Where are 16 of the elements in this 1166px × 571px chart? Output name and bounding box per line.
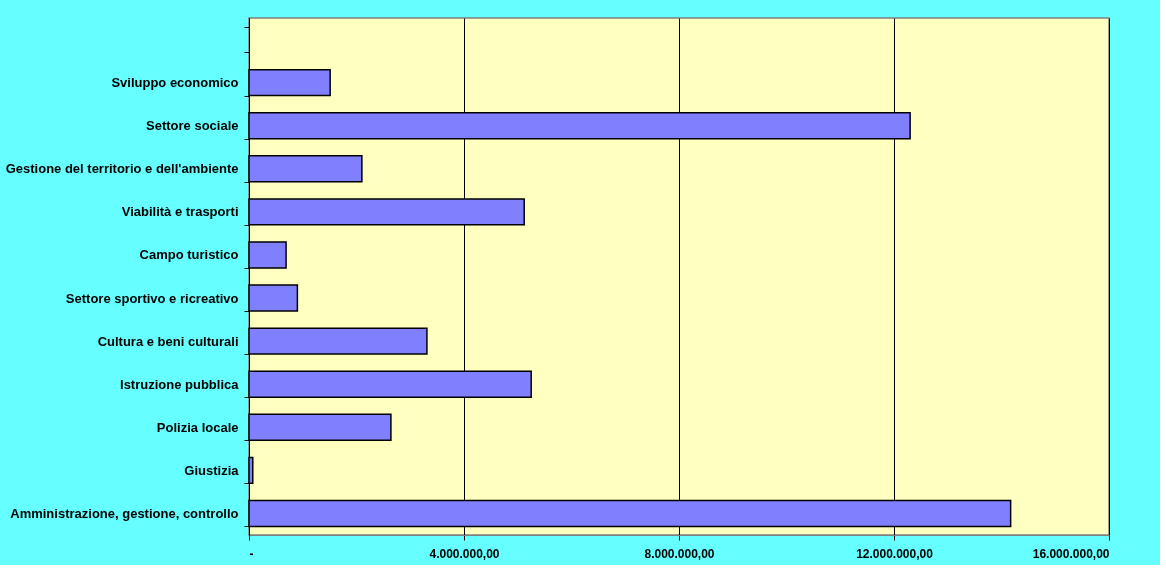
- y-tick-label: Istruzione pubblica: [120, 376, 240, 392]
- x-tick-label: 16.000.000,00: [1032, 546, 1110, 561]
- y-tick-label: Gestione del territorio e dell'ambiente: [5, 161, 239, 177]
- y-tick-label: Polizia locale: [156, 419, 239, 435]
- x-tick-label: -: [249, 546, 254, 561]
- y-tick-label: Settore sociale: [146, 118, 239, 134]
- y-tick-label: Sviluppo economico: [111, 75, 239, 91]
- y-tick-label: Cultura e beni culturali: [97, 333, 239, 349]
- x-tick-label: 12.000.000,00: [856, 546, 934, 561]
- y-tick-label: Settore sportivo e ricreativo: [65, 290, 239, 306]
- y-tick-label: Campo turistico: [139, 247, 239, 263]
- x-tick-label: 8.000.000,00: [644, 546, 715, 561]
- y-tick-label: Giustizia: [184, 462, 240, 478]
- y-tick-label: Viabilità e trasporti: [121, 204, 239, 220]
- y-tick-label: Amministrazione, gestione, controllo: [10, 505, 239, 521]
- x-tick-label: 4.000.000,00: [429, 546, 500, 561]
